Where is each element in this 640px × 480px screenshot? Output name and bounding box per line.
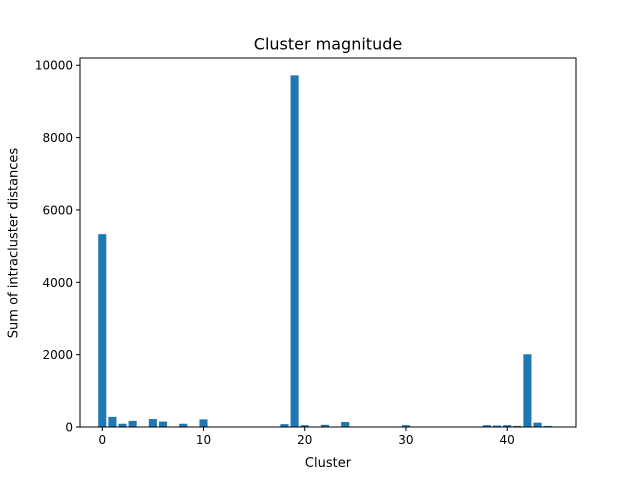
bar-cluster-19 bbox=[290, 75, 299, 427]
x-tick-label: 40 bbox=[500, 433, 515, 447]
bar-cluster-5 bbox=[148, 419, 157, 427]
plot-frame bbox=[79, 57, 577, 428]
bar-cluster-43 bbox=[533, 422, 542, 427]
bar-cluster-2 bbox=[118, 423, 127, 427]
bar-cluster-3 bbox=[128, 420, 137, 427]
y-tick-label: 4000 bbox=[42, 276, 73, 290]
bar-cluster-24 bbox=[341, 421, 350, 427]
bar-cluster-20 bbox=[300, 425, 309, 427]
bar-cluster-18 bbox=[280, 424, 289, 427]
bar-cluster-40 bbox=[503, 425, 512, 427]
x-axis-ticks: 0 10 20 30 40 bbox=[98, 427, 515, 447]
y-tick-label: 6000 bbox=[42, 203, 73, 217]
y-axis-label: Sum of intracluster distances bbox=[7, 148, 22, 339]
bar-cluster-8 bbox=[179, 423, 188, 427]
bar-cluster-6 bbox=[158, 421, 168, 427]
bar-cluster-30 bbox=[401, 425, 410, 427]
y-tick-label: 10000 bbox=[35, 59, 73, 73]
y-tick-label: 8000 bbox=[42, 131, 73, 145]
bar-cluster-38 bbox=[482, 425, 491, 427]
bars-group bbox=[98, 75, 552, 427]
y-tick-label: 2000 bbox=[42, 348, 73, 362]
x-tick-label: 0 bbox=[98, 433, 106, 447]
x-tick-label: 30 bbox=[398, 433, 413, 447]
x-tick-label: 20 bbox=[297, 433, 312, 447]
bar-cluster-41 bbox=[513, 425, 522, 427]
x-axis-label: Cluster bbox=[305, 456, 352, 471]
bar-cluster-10 bbox=[199, 419, 208, 427]
chart-title: Cluster magnitude bbox=[254, 35, 402, 54]
bar-cluster-44 bbox=[543, 425, 552, 427]
bar-cluster-1 bbox=[108, 416, 117, 427]
bar-cluster-39 bbox=[492, 425, 502, 427]
y-axis-ticks: 0 2000 4000 6000 8000 10000 bbox=[35, 59, 80, 435]
y-tick-label: 0 bbox=[65, 421, 73, 435]
bar-cluster-42 bbox=[523, 354, 532, 427]
bar-cluster-22 bbox=[320, 424, 330, 427]
x-tick-label: 10 bbox=[196, 433, 211, 447]
bar-cluster-0 bbox=[98, 234, 107, 427]
